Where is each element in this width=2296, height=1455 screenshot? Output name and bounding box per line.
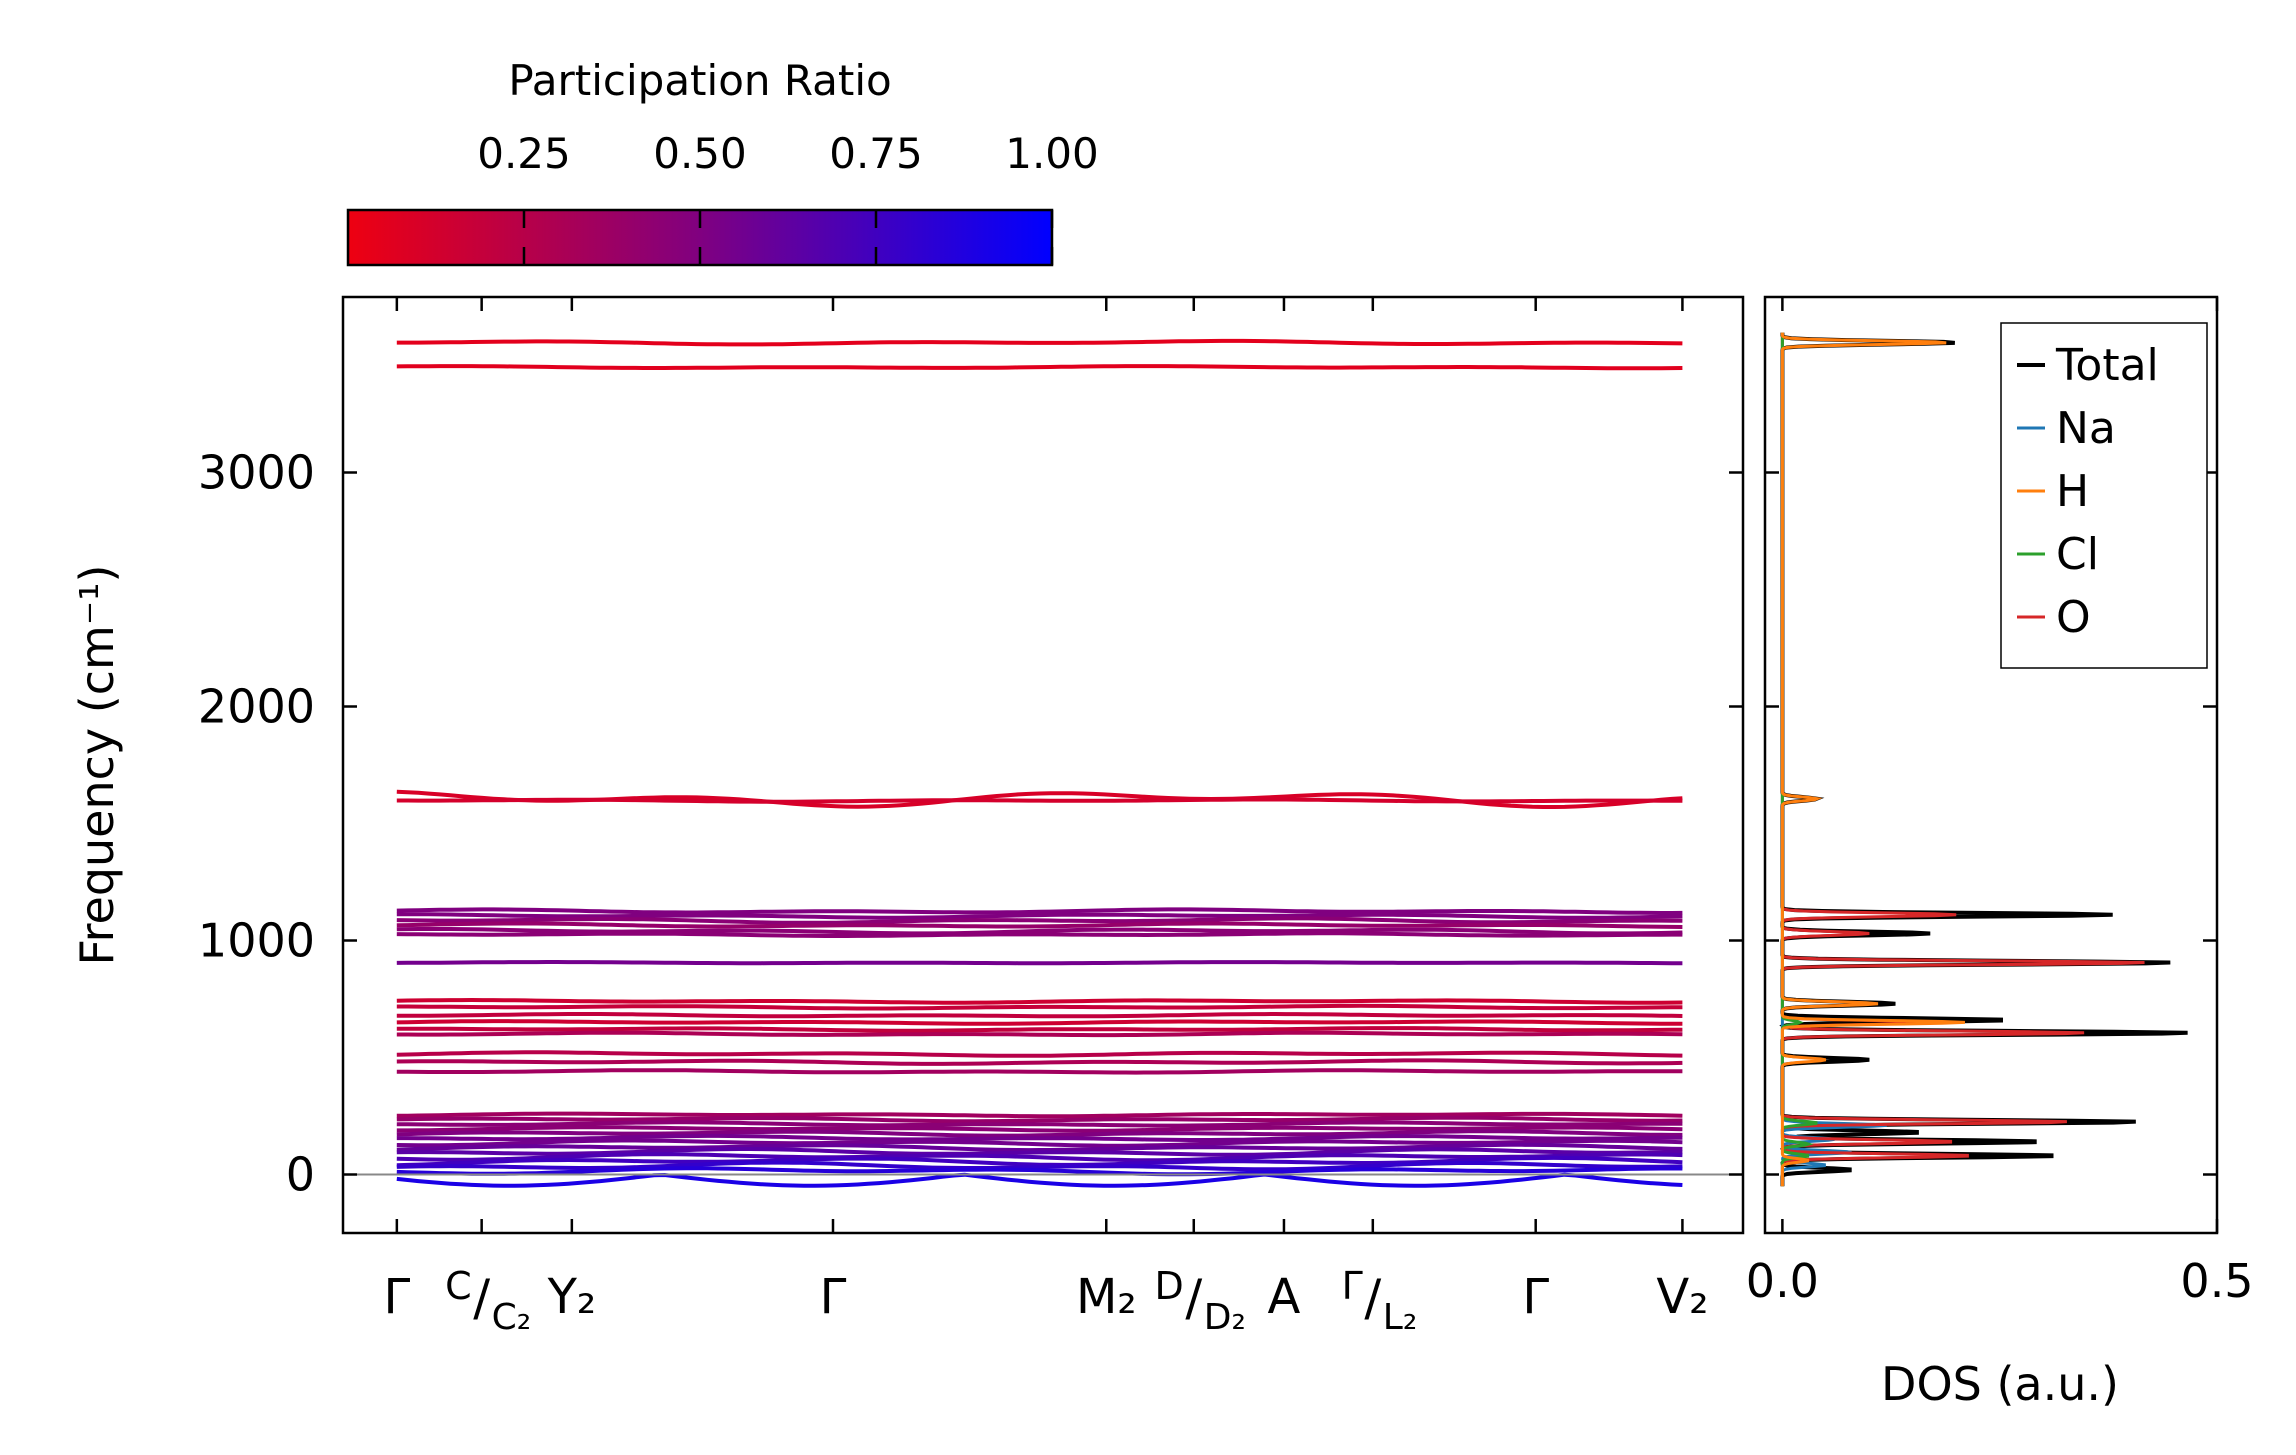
phonon-band	[396, 907, 1683, 915]
colorbar: Participation Ratio 0.25 0.50 0.75 1.00	[346, 56, 1099, 267]
band-lines	[343, 338, 1743, 1188]
phonon-band	[396, 1019, 1683, 1026]
dos-legend: Total Na H Cl O	[2000, 322, 2208, 669]
legend-label: O	[2056, 592, 2091, 643]
phonon-band	[396, 912, 1683, 920]
colorbar-ticks: 0.25 0.50 0.75 1.00	[477, 129, 1099, 265]
phonon-band	[396, 921, 1683, 929]
kpoint-label: Γ	[383, 1269, 410, 1325]
phonon-band	[396, 1129, 1683, 1138]
phonon-band	[396, 931, 1683, 938]
phonon-band	[396, 960, 1683, 966]
dos-panel: 0.0 0.5 DOS (a.u.) Total Na H Cl O	[1746, 295, 2254, 1411]
phonon-band	[396, 1125, 1683, 1133]
kpoint-label: V₂	[1656, 1269, 1708, 1325]
legend-entry: Na	[2017, 403, 2116, 454]
colorbar-tick-label: 0.50	[653, 129, 747, 178]
phonon-band	[396, 797, 1683, 804]
phonon-band	[396, 1142, 1683, 1153]
phonon-band	[396, 1058, 1683, 1066]
kpoint-label: M₂	[1076, 1269, 1137, 1325]
phonon-band	[396, 927, 1683, 936]
kpoint-label-bottom: C₂	[492, 1297, 532, 1338]
phonon-band	[396, 1120, 1683, 1128]
kpoint-label: C / C₂	[445, 1264, 531, 1338]
phonon-band	[396, 1003, 1683, 1011]
phonon-band	[396, 1172, 1683, 1188]
band-x-axis: Γ C / C₂ Y₂ Γ M₂ D / D₂ A Γ / L₂ Γ V₂	[383, 297, 1708, 1338]
phonon-band	[396, 1138, 1683, 1148]
kpoint-label-slash: /	[473, 1269, 490, 1327]
kpoint-label-bottom: L₂	[1383, 1297, 1418, 1338]
kpoint-label: Γ	[1522, 1269, 1549, 1325]
kpoint-label: Y₂	[547, 1269, 597, 1325]
legend-entry: Total	[2017, 340, 2159, 391]
y-tick-label: 2000	[198, 680, 315, 734]
kpoint-label-slash: /	[1185, 1269, 1202, 1327]
phonon-band	[396, 1026, 1683, 1033]
dos-x-tick-label: 0.5	[2180, 1254, 2253, 1308]
legend-box	[2000, 322, 2208, 669]
phonon-band	[396, 1068, 1683, 1075]
colorbar-tick-label: 1.00	[1005, 129, 1099, 178]
phonon-band	[396, 916, 1683, 925]
colorbar-tick-label: 0.75	[829, 129, 923, 178]
dos-x-tick-label: 0.0	[1746, 1254, 1819, 1308]
kpoint-label: D / D₂	[1155, 1264, 1246, 1338]
band-y-axis-label: Frequency (cm⁻¹)	[70, 565, 124, 966]
legend-label: Total	[2055, 340, 2159, 391]
dos-curves	[1779, 332, 2188, 1187]
kpoint-label-top: C	[445, 1264, 472, 1308]
phonon-band	[396, 1147, 1683, 1157]
legend-entry: Cl	[2017, 529, 2099, 580]
dos-x-axis-label: DOS (a.u.)	[1881, 1357, 2119, 1411]
phonon-band	[396, 1160, 1683, 1172]
kpoint-label: A	[1268, 1269, 1301, 1325]
kpoint-label: Γ / L₂	[1342, 1264, 1418, 1338]
legend-label: H	[2056, 466, 2089, 517]
y-tick-label: 1000	[198, 914, 315, 968]
kpoint-label-bottom: D₂	[1204, 1297, 1246, 1338]
phonon-band	[396, 1050, 1683, 1058]
legend-entry: H	[2017, 466, 2089, 517]
kpoint-label-slash: /	[1364, 1269, 1381, 1327]
legend-label: Na	[2056, 403, 2116, 454]
band-frame	[341, 295, 1745, 1235]
phonon-band	[396, 1115, 1683, 1124]
phonon-band	[396, 1152, 1683, 1163]
band-y-axis: 0 1000 2000 3000	[198, 446, 1743, 1202]
y-tick-label: 3000	[198, 446, 315, 500]
legend-entry: O	[2017, 592, 2091, 643]
phonon-band	[396, 997, 1683, 1005]
legend-label: Cl	[2056, 529, 2099, 580]
dos-curve-h	[1780, 332, 1965, 1187]
kpoint-label-top: Γ	[1342, 1264, 1363, 1308]
phonon-band	[396, 1166, 1683, 1177]
y-tick-label: 0	[286, 1148, 315, 1202]
phonon-band	[396, 1030, 1683, 1038]
phonon-band	[396, 1133, 1683, 1142]
dos-frame	[1763, 295, 2219, 1235]
phonon-band	[396, 1011, 1683, 1019]
dos-axes: 0.0 0.5	[1746, 297, 2254, 1308]
phonon-band	[396, 1155, 1683, 1168]
colorbar-tick-label: 0.25	[477, 129, 571, 178]
kpoint-label-top: D	[1155, 1264, 1184, 1308]
kpoint-label: Γ	[820, 1269, 847, 1325]
phonon-band	[396, 338, 1683, 347]
colorbar-title: Participation Ratio	[508, 56, 891, 105]
phonon-band	[396, 1111, 1683, 1119]
phonon-band	[396, 364, 1683, 371]
